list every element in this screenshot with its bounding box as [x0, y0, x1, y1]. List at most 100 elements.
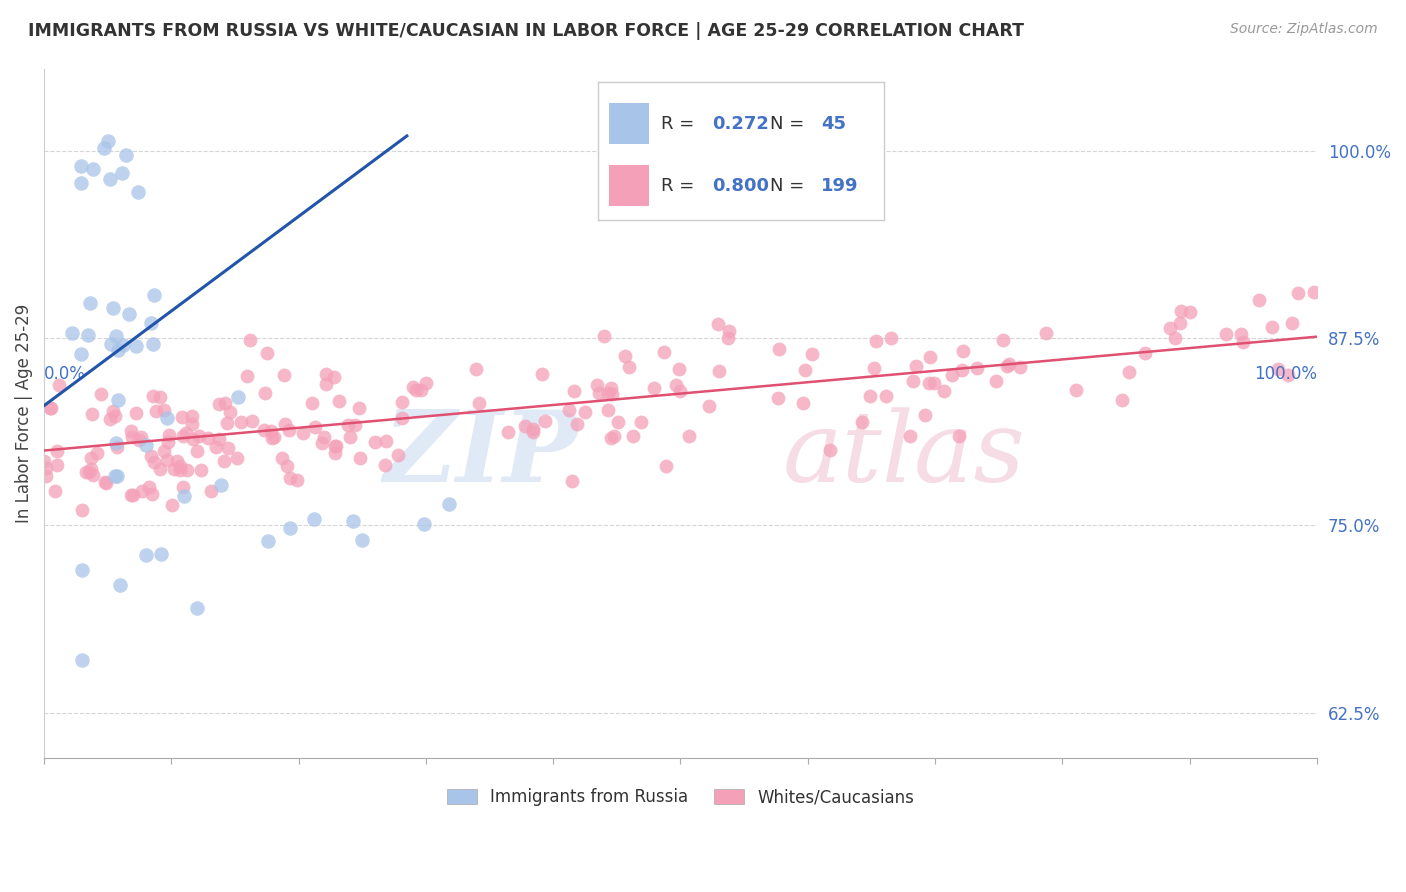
Point [100, 337, 122, 351]
Point [169, 463, 191, 477]
Point [952, 343, 974, 358]
Point [1159, 321, 1181, 335]
Point [256, 346, 278, 360]
Point [323, 439, 346, 453]
Point [105, 440, 128, 454]
Point [558, 402, 581, 417]
Point [669, 384, 692, 398]
Point [218, 405, 240, 419]
Point [104, 435, 127, 450]
Point [48, 378, 70, 392]
Point [402, 380, 425, 394]
Y-axis label: In Labor Force | Age 25-29: In Labor Force | Age 25-29 [15, 303, 32, 523]
Point [534, 414, 557, 428]
Point [614, 349, 637, 363]
Point [229, 415, 252, 429]
Point [190, 463, 212, 477]
Point [70, 347, 93, 361]
Point [105, 328, 128, 343]
Point [277, 423, 299, 437]
Point [79, 295, 101, 310]
Point [1215, 327, 1237, 342]
Point [1164, 331, 1187, 345]
Point [69, 159, 91, 173]
Point [325, 438, 347, 452]
Point [186, 443, 208, 458]
Point [254, 386, 277, 401]
Point [110, 578, 132, 592]
Point [1168, 316, 1191, 330]
Point [121, 430, 143, 444]
Point [170, 409, 193, 424]
Point [1261, 319, 1284, 334]
Point [697, 399, 720, 413]
Point [94, 475, 117, 490]
Point [530, 367, 553, 381]
Point [352, 533, 374, 548]
Point [914, 408, 936, 422]
Point [934, 384, 956, 398]
Point [155, 453, 177, 467]
Point [75, 465, 97, 479]
Point [159, 428, 181, 442]
Point [205, 440, 228, 454]
Text: ZIP: ZIP [384, 406, 579, 503]
Point [157, 435, 180, 450]
Point [314, 430, 336, 444]
Point [301, 396, 323, 410]
Point [439, 498, 461, 512]
Point [120, 488, 142, 502]
Point [375, 434, 398, 449]
Point [107, 393, 129, 408]
Point [1303, 285, 1326, 300]
Point [1277, 368, 1299, 383]
Point [70, 563, 93, 577]
Point [606, 415, 628, 429]
Point [665, 377, 688, 392]
Point [405, 383, 427, 397]
Point [263, 430, 285, 444]
Point [574, 404, 596, 418]
Point [997, 357, 1019, 371]
Point [818, 442, 841, 457]
Point [240, 414, 263, 428]
Point [1267, 362, 1289, 376]
Point [412, 516, 434, 531]
Point [186, 600, 208, 615]
Point [863, 361, 886, 376]
Point [950, 363, 973, 377]
Point [328, 394, 350, 409]
Point [586, 378, 609, 392]
Point [176, 463, 198, 477]
Point [411, 383, 433, 397]
Point [271, 450, 294, 465]
Point [122, 488, 145, 502]
Point [138, 480, 160, 494]
Point [513, 418, 536, 433]
Point [35, 461, 58, 475]
Point [349, 451, 371, 466]
Point [323, 446, 346, 460]
Point [522, 425, 544, 440]
Point [188, 429, 211, 443]
Point [617, 360, 640, 375]
Text: 100.0%: 100.0% [1254, 365, 1317, 383]
Point [600, 381, 623, 395]
Point [342, 515, 364, 529]
Point [93, 141, 115, 155]
Point [600, 386, 623, 401]
Point [901, 374, 924, 388]
Point [941, 368, 963, 382]
Text: IMMIGRANTS FROM RUSSIA VS WHITE/CAUCASIAN IN LABOR FORCE | AGE 25-29 CORRELATION: IMMIGRANTS FROM RUSSIA VS WHITE/CAUCASIA… [28, 22, 1024, 40]
Point [374, 458, 396, 472]
Point [311, 436, 333, 450]
Point [131, 430, 153, 444]
Point [1170, 304, 1192, 318]
Point [32, 454, 55, 468]
Point [600, 431, 623, 445]
Point [1281, 316, 1303, 330]
Point [72, 653, 94, 667]
Point [214, 396, 236, 410]
Point [496, 425, 519, 439]
Text: atlas: atlas [782, 407, 1025, 502]
